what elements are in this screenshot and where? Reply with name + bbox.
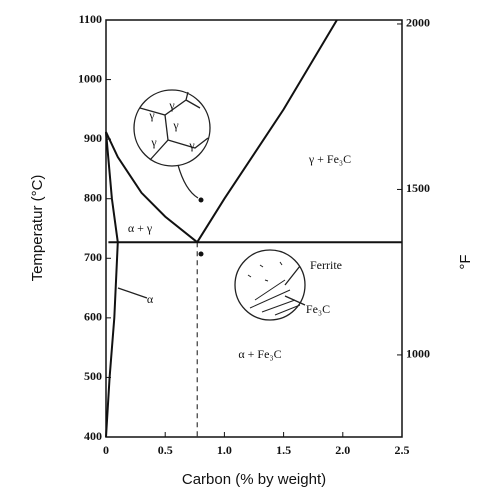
x-tick-label: 2.0: [335, 443, 350, 457]
x-axis-title: Carbon (% by weight): [182, 471, 326, 488]
phase-boundary: [196, 19, 338, 243]
phase-boundary: [105, 131, 198, 243]
y-tick-label: 500: [84, 369, 102, 383]
annotation: γ + Fe₃C: [308, 152, 351, 166]
y-tick-label: 700: [84, 250, 102, 264]
y-tick-label: 1000: [78, 71, 102, 85]
y2-tick-label: 1500: [406, 181, 430, 195]
plot-frame: [105, 19, 403, 438]
annotation: Ferrite: [310, 258, 342, 272]
annotation: γ: [148, 108, 155, 122]
annotation: γ: [150, 135, 157, 149]
annotation: α + Fe₃C: [238, 347, 281, 361]
y2-tick-label: 2000: [406, 16, 430, 30]
phase-boundary: [105, 131, 119, 438]
microstructure-sketches: [117, 89, 306, 321]
y2-tick-label: 1000: [406, 347, 430, 361]
marker-dot: [198, 197, 204, 203]
annotation: γ: [168, 98, 175, 112]
annotation: γ: [188, 138, 195, 152]
x-tick-label: 1.0: [217, 443, 232, 457]
y-tick-label: 1100: [79, 12, 102, 26]
x-tick-label: 0.5: [158, 443, 173, 457]
y-axis-title: Temperatur (°C): [29, 175, 46, 282]
y-tick-label: 400: [84, 429, 102, 443]
y-tick-label: 800: [84, 190, 102, 204]
annotation: α: [147, 292, 154, 306]
annotation: α + γ: [128, 221, 153, 235]
x-tick-label: 1.5: [276, 443, 291, 457]
x-tick-label: 2.5: [395, 443, 410, 457]
annotation: Fe₃C: [306, 302, 330, 316]
y-tick-label: 600: [84, 310, 102, 324]
y2-axis-title: °F: [457, 254, 474, 269]
marker-dot: [198, 251, 204, 257]
annotation: γ: [172, 118, 179, 132]
x-tick-label: 0: [103, 443, 109, 457]
y-tick-label: 900: [84, 131, 102, 145]
